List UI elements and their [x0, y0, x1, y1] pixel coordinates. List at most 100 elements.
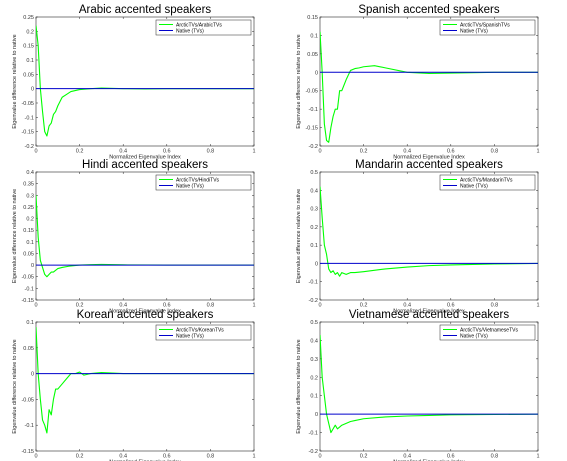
y-tick-label: 0.05 — [23, 346, 34, 352]
y-tick-label: 0 — [315, 412, 318, 418]
y-tick-label: -0.05 — [21, 397, 34, 403]
x-tick-label: 0 — [318, 303, 321, 309]
x-axis-label: Normalized Eigenvalue Index — [393, 460, 465, 461]
y-tick-label: -0.05 — [21, 101, 34, 107]
y-tick-label: 0.4 — [310, 188, 318, 194]
y-axis-label: Eigenvalue difference relative to native — [12, 34, 18, 128]
legend-entry: ArcticTVs/MandarinTVs — [460, 177, 513, 183]
legend-box — [439, 174, 536, 191]
y-tick-label: 0.1 — [26, 320, 34, 326]
y-tick-label: -0.1 — [309, 280, 318, 286]
x-tick-label: 0.8 — [491, 454, 499, 460]
x-tick-label: 1 — [536, 149, 539, 155]
y-tick-label: 0.2 — [26, 217, 34, 223]
x-tick-label: 0.8 — [207, 303, 215, 309]
plot-area-frame — [35, 16, 255, 147]
chart-title: Mandarin accented speakers — [355, 159, 503, 171]
x-tick-label: 0.8 — [491, 149, 499, 155]
chart-title: Vietnamese accented speakers — [349, 309, 509, 321]
legend-entry: ArcticTVs/ArabicTVs — [176, 22, 222, 28]
y-tick-label: -0.1 — [25, 286, 34, 292]
legend-entry: ArcticTVs/SpanishTVs — [460, 22, 510, 28]
x-tick-label: 1 — [252, 454, 255, 460]
x-tick-label: 0.6 — [163, 149, 171, 155]
legend-entry: Native (TVs) — [176, 333, 204, 339]
x-tick-label: 0.6 — [447, 303, 455, 309]
chart-panel: Mandarin accented speakers 0 0.2 0.4 0.6 0.8 1… — [296, 159, 540, 315]
y-tick-label: 0.25 — [23, 15, 34, 21]
x-tick-label: 0.4 — [119, 303, 127, 309]
x-tick-label: 0.4 — [119, 149, 127, 155]
x-tick-label: 0 — [34, 303, 37, 309]
x-tick-label: 0.4 — [403, 454, 411, 460]
y-tick-label: -0.15 — [21, 130, 34, 136]
y-tick-label: -0.2 — [309, 298, 318, 304]
chart-panel: Spanish accented speakers 0 0.2 0.4 0.6 0.8 1 -… — [296, 4, 540, 161]
x-tick-label: 1 — [252, 303, 255, 309]
plot-area-frame — [35, 171, 255, 301]
y-tick-label: 0.2 — [310, 225, 318, 231]
x-tick-label: 0.6 — [163, 454, 171, 460]
legend-entry: ArcticTVs/HindiTVs — [176, 177, 220, 183]
legend-box — [155, 324, 252, 341]
y-tick-label: -0.05 — [21, 275, 34, 281]
chart-title: Hindi accented speakers — [82, 159, 208, 171]
x-axis-label: Normalized Eigenvalue Index — [393, 309, 465, 315]
x-tick-label: 1 — [252, 149, 255, 155]
legend-entry: Native (TVs) — [460, 333, 488, 339]
y-tick-label: -0.2 — [309, 144, 318, 150]
y-tick-label: 0 — [31, 263, 34, 269]
y-tick-label: 0.1 — [310, 33, 318, 39]
series-line-accented — [36, 327, 254, 434]
series-line-accented — [36, 195, 254, 278]
legend-entry: ArcticTVs/VietnameseTVs — [460, 327, 518, 333]
y-tick-label: 0 — [31, 372, 34, 378]
y-tick-label: 0.5 — [310, 320, 318, 326]
plot-area-frame — [319, 16, 539, 147]
legend-box — [155, 174, 252, 191]
y-tick-label: 0 — [31, 87, 34, 93]
x-tick-label: 0 — [318, 454, 321, 460]
y-tick-label: 0.1 — [26, 58, 34, 64]
y-tick-label: 0.1 — [26, 240, 34, 246]
y-tick-label: 0.2 — [26, 29, 34, 35]
x-axis-label: Normalized Eigenvalue Index — [109, 460, 181, 461]
legend-entry: Native (TVs) — [176, 28, 204, 34]
x-tick-label: 0 — [34, 149, 37, 155]
y-tick-label: -0.15 — [21, 298, 34, 304]
y-axis-label: Eigenvalue difference relative to native — [296, 189, 302, 283]
x-tick-label: 0.2 — [76, 303, 84, 309]
chart-panel: Arabic accented speakers 0 0.2 0.4 0.6 0.8 1 -0… — [12, 4, 256, 161]
x-tick-label: 0.4 — [119, 454, 127, 460]
y-tick-label: -0.15 — [21, 449, 34, 455]
y-tick-label: -0.1 — [309, 107, 318, 113]
chart-panel: Korean accented speakers 0 0.2 0.4 0.6 0.8 1 -0… — [12, 309, 256, 461]
x-axis-label: Normalized Eigenvalue Index — [109, 155, 181, 161]
chart-panel: Hindi accented speakers 0 0.2 0.4 0.6 0.8 1 -0.… — [12, 159, 256, 315]
x-tick-label: 0.2 — [360, 454, 368, 460]
y-tick-label: 0.15 — [23, 228, 34, 234]
x-tick-label: 0 — [318, 149, 321, 155]
y-tick-label: 0.5 — [310, 170, 318, 176]
x-axis-label: Normalized Eigenvalue Index — [109, 309, 181, 315]
y-tick-label: -0.1 — [309, 431, 318, 437]
plot-area-frame — [319, 171, 539, 301]
y-tick-label: 0.15 — [23, 44, 34, 50]
y-tick-label: -0.2 — [25, 144, 34, 150]
x-tick-label: 0.2 — [76, 454, 84, 460]
chart-title: Arabic accented speakers — [79, 4, 212, 16]
y-axis-label: Eigenvalue difference relative to native — [296, 339, 302, 433]
y-axis-label: Eigenvalue difference relative to native — [296, 34, 302, 128]
chart-title: Korean accented speakers — [77, 309, 214, 321]
plot-area-frame — [319, 321, 539, 452]
x-tick-label: 0.2 — [76, 149, 84, 155]
x-tick-label: 0.6 — [447, 454, 455, 460]
y-tick-label: 0.25 — [23, 205, 34, 211]
y-tick-label: 0 — [315, 261, 318, 267]
y-tick-label: -0.15 — [305, 126, 318, 132]
x-tick-label: 1 — [536, 454, 539, 460]
y-tick-label: 0.05 — [23, 72, 34, 78]
y-tick-label: 0.4 — [26, 170, 34, 176]
y-axis-label: Eigenvalue difference relative to native — [12, 339, 18, 433]
